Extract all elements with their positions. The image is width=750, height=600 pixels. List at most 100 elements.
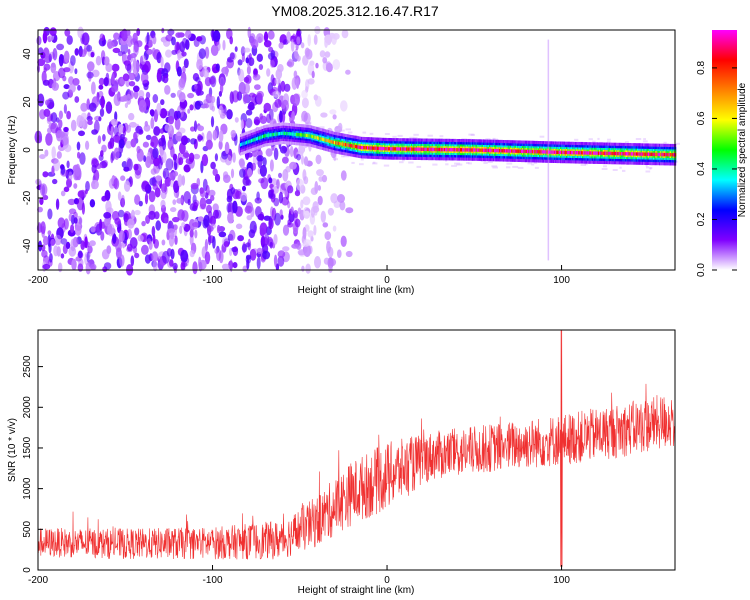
spectrogram-ridge-cell — [635, 152, 638, 156]
spectrogram-halo-cell — [347, 131, 353, 134]
spectrogram-noise-cell — [242, 176, 250, 186]
spectrogram-ridge-cell — [527, 149, 529, 154]
spectrogram-ridge-cell — [650, 152, 652, 156]
spectrogram-noise-cell — [155, 220, 161, 231]
spectrogram-ridge-cell — [294, 132, 297, 137]
spectrogram-noise-cell — [112, 233, 117, 244]
colorbar-tick-label: 0.4 — [696, 162, 707, 176]
spectrogram-noise-cell — [52, 48, 58, 61]
spectrogram-ridge-cell — [332, 140, 335, 144]
spectrogram-noise-cell — [77, 263, 84, 272]
spectrogram-ridge-cell — [584, 151, 586, 155]
spectrogram-noise-cell — [273, 254, 278, 267]
spectrogram-ridge-cell — [640, 152, 642, 156]
spectrogram-ridge-cell — [380, 146, 382, 151]
spectrogram-ridge-cell — [630, 152, 633, 156]
spectrogram-noise-cell — [118, 138, 125, 149]
spectrogram-ridge-cell — [458, 148, 460, 152]
spectrogram-ridge-cell — [291, 132, 293, 136]
spectrogram-noise-cell — [134, 227, 140, 236]
spectrogram-noise-cell — [183, 164, 191, 173]
spectrogram-ridge-cell — [409, 147, 412, 151]
spectrogram-ridge-cell — [285, 131, 287, 136]
spectrogram-halo-cell — [432, 163, 438, 166]
spectrogram-noise-cell — [172, 199, 177, 205]
spectrogram-ridge-cell — [616, 151, 618, 156]
spectrogram-noise-cell — [91, 129, 98, 135]
spectrogram-ridge-cell — [243, 141, 245, 146]
spectrogram-noise-cell — [199, 187, 204, 195]
spectrogram-ridge-cell — [302, 133, 304, 137]
spectrogram-noise-cell — [169, 231, 175, 240]
spectrogram-ridge-cell — [519, 149, 522, 153]
spectrogram-noise-cell — [48, 53, 52, 63]
spectrogram-halo-cell — [606, 141, 611, 144]
spectrogram-noise-cell — [320, 210, 326, 223]
spectrogram-noise-cell — [193, 120, 198, 132]
spectrogram-noise-cell — [124, 180, 131, 192]
spectrogram-noise-cell — [152, 147, 159, 159]
spectrogram-streak — [547, 39, 550, 261]
colorbar-tick-label: 0.6 — [696, 111, 707, 125]
spectrogram-noise-cell — [136, 28, 141, 37]
spectrogram-noise-cell — [256, 90, 265, 99]
spectrogram-noise-cell — [111, 85, 119, 93]
spectrogram-noise-cell — [276, 179, 280, 189]
spectrogram-noise-cell — [249, 92, 256, 98]
spectrogram-noise-cell — [229, 52, 235, 60]
spectrogram-noise-cell — [216, 96, 220, 109]
spectrogram-noise-cell — [259, 164, 267, 177]
spectrogram-noise-cell — [66, 35, 73, 45]
spectrogram-noise-cell — [277, 255, 285, 267]
spectrogram-noise-cell — [214, 173, 221, 183]
spectrogram-noise-cell — [229, 36, 233, 45]
spectrogram-noise-cell — [100, 50, 106, 62]
spectrogram-halo-cell — [373, 161, 376, 164]
spectrogram-noise-cell — [182, 152, 190, 159]
spectrogram-ridge-cell — [505, 149, 507, 153]
spectrogram-noise-cell — [177, 174, 183, 187]
spectrogram-ridge-cell — [665, 152, 667, 157]
spectrogram-noise-cell — [322, 222, 329, 228]
spectrogram-ridge-cell — [387, 147, 390, 151]
spectrogram-noise-cell — [111, 73, 115, 85]
spectrogram-noise-cell — [143, 83, 149, 91]
spectrogram-ridge-cell — [480, 148, 482, 152]
spectrogram-noise-cell — [256, 53, 263, 62]
spectrogram-noise-cell — [68, 171, 73, 181]
spectrogram-noise-cell — [253, 119, 260, 125]
spectrogram-ridge-cell — [604, 151, 606, 155]
spectrogram-noise-cell — [126, 34, 133, 48]
spectrogram-ridge-cell — [337, 141, 340, 146]
spectrogram-ridge-cell — [436, 147, 438, 152]
spectrogram-noise-cell — [126, 158, 133, 171]
spectrogram-ridge-cell — [586, 151, 589, 155]
spectrogram-ridge-cell — [454, 148, 457, 152]
spectrogram-noise-cell — [165, 49, 172, 58]
spectrogram-noise-cell — [39, 183, 48, 197]
spectrogram-noise-cell — [238, 68, 245, 82]
spectrogram-noise-cell — [74, 48, 79, 56]
spectrogram-noise-cell — [176, 198, 184, 204]
spectrogram-ridge-cell — [593, 151, 595, 155]
spectrogram-halo-cell — [451, 164, 457, 167]
spectrogram-ridge-cell — [375, 146, 377, 150]
spectrogram-ridge-cell — [382, 146, 385, 151]
spectrogram-ridge-cell — [386, 147, 388, 151]
spectrogram-noise-cell — [291, 243, 299, 249]
spectrogram-noise-cell — [181, 175, 186, 186]
spectrogram-noise-cell — [208, 76, 216, 85]
spectrogram-noise-cell — [160, 99, 165, 106]
spectrogram-ridge-cell — [414, 147, 416, 151]
spectrogram-ridge-cell — [308, 133, 310, 138]
spectrogram-ridge-cell — [393, 147, 396, 151]
spectrogram-noise-cell — [321, 174, 328, 183]
spectrogram-ridge-cell — [571, 150, 573, 155]
spectrogram-noise-cell — [210, 195, 215, 202]
spectrogram-noise-cell — [277, 250, 286, 258]
spectrogram-ridge-cell — [367, 146, 369, 150]
y-tick-label: 40 — [22, 48, 33, 60]
spectrogram-noise-cell — [301, 155, 304, 165]
spectrogram-noise-cell — [156, 102, 162, 116]
spectrogram-noise-cell — [60, 238, 68, 245]
